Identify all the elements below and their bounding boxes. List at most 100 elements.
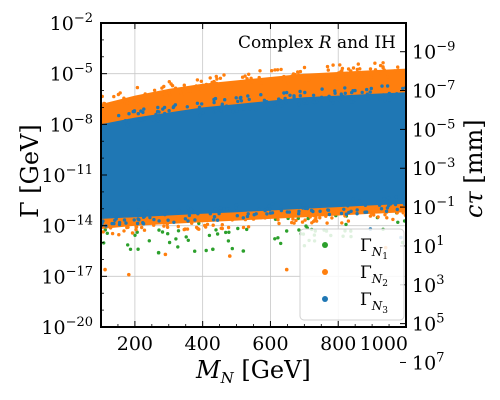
data-point xyxy=(186,219,190,223)
data-point xyxy=(297,73,301,77)
data-point xyxy=(187,213,192,218)
data-point xyxy=(133,98,137,102)
data-point xyxy=(302,99,307,103)
data-point xyxy=(382,197,386,201)
data-point xyxy=(235,214,239,218)
data-point xyxy=(286,80,290,85)
data-point xyxy=(222,207,227,211)
data-point xyxy=(257,75,261,80)
data-point xyxy=(175,217,180,221)
data-point xyxy=(335,73,339,78)
data-point xyxy=(267,204,271,209)
data-point xyxy=(385,216,389,220)
data-point xyxy=(270,69,274,73)
data-point xyxy=(273,237,277,241)
data-point xyxy=(165,222,169,227)
data-point xyxy=(182,83,186,87)
data-point xyxy=(107,103,111,107)
data-point xyxy=(208,212,212,216)
data-point xyxy=(125,225,129,230)
data-point xyxy=(160,86,164,90)
data-point xyxy=(379,207,384,211)
data-point xyxy=(160,230,165,234)
data-point xyxy=(247,72,251,77)
data-point xyxy=(203,223,207,228)
data-point xyxy=(372,213,376,217)
data-point xyxy=(298,69,303,74)
data-point xyxy=(152,223,156,227)
data-point xyxy=(165,225,170,229)
data-point xyxy=(333,89,337,93)
data-point xyxy=(346,219,351,223)
data-point xyxy=(169,82,173,86)
data-point xyxy=(368,90,372,94)
data-point xyxy=(262,98,267,103)
data-point xyxy=(315,74,319,79)
outlier-point xyxy=(227,254,232,258)
data-point xyxy=(185,227,190,231)
data-point xyxy=(335,77,340,81)
data-point xyxy=(235,109,239,114)
data-point xyxy=(195,78,200,82)
legend-marker xyxy=(322,242,328,248)
data-point xyxy=(353,97,358,102)
data-point xyxy=(364,210,369,214)
data-point xyxy=(163,212,167,217)
data-point xyxy=(266,106,270,110)
data-point xyxy=(356,62,360,66)
data-point xyxy=(157,219,161,223)
data-point xyxy=(306,78,311,82)
data-point xyxy=(173,103,178,107)
data-point xyxy=(174,237,178,241)
data-point xyxy=(126,243,130,247)
data-point xyxy=(396,220,400,224)
data-point xyxy=(189,207,193,212)
data-point xyxy=(150,95,154,99)
data-point xyxy=(250,79,254,84)
legend-marker xyxy=(322,296,328,302)
data-point xyxy=(224,230,228,235)
data-point xyxy=(122,96,126,100)
data-point xyxy=(103,105,107,110)
data-point xyxy=(151,118,156,123)
data-point xyxy=(351,66,356,70)
outlier-point xyxy=(156,250,161,255)
data-point xyxy=(127,112,131,116)
data-point xyxy=(273,103,277,107)
data-point xyxy=(241,216,245,220)
data-point xyxy=(197,221,201,226)
data-point xyxy=(194,84,198,88)
data-point xyxy=(386,75,390,79)
data-point xyxy=(358,67,362,71)
legend-label: ΓN3 xyxy=(360,290,388,316)
data-point xyxy=(171,105,175,110)
data-point xyxy=(112,94,116,99)
data-point xyxy=(318,216,322,220)
data-point xyxy=(176,214,180,218)
y-tick-label-right: 103 xyxy=(412,273,444,297)
data-point xyxy=(112,102,116,106)
data-point xyxy=(259,81,263,85)
data-point xyxy=(321,211,325,215)
data-point xyxy=(305,206,309,210)
data-point xyxy=(317,203,322,208)
outlier-point xyxy=(284,267,289,272)
data-point xyxy=(182,92,186,96)
data-point xyxy=(323,73,328,78)
data-point xyxy=(146,209,151,213)
data-point xyxy=(285,229,289,233)
data-point xyxy=(259,93,263,97)
data-point xyxy=(326,208,330,212)
data-point xyxy=(378,97,382,102)
data-point xyxy=(117,220,122,225)
data-point xyxy=(263,216,267,220)
data-point xyxy=(272,214,276,218)
data-point xyxy=(297,228,301,232)
data-point xyxy=(331,63,335,67)
data-point xyxy=(137,208,141,212)
data-point xyxy=(275,68,280,72)
data-point xyxy=(365,97,370,101)
data-point xyxy=(162,105,167,110)
data-point xyxy=(339,211,344,216)
